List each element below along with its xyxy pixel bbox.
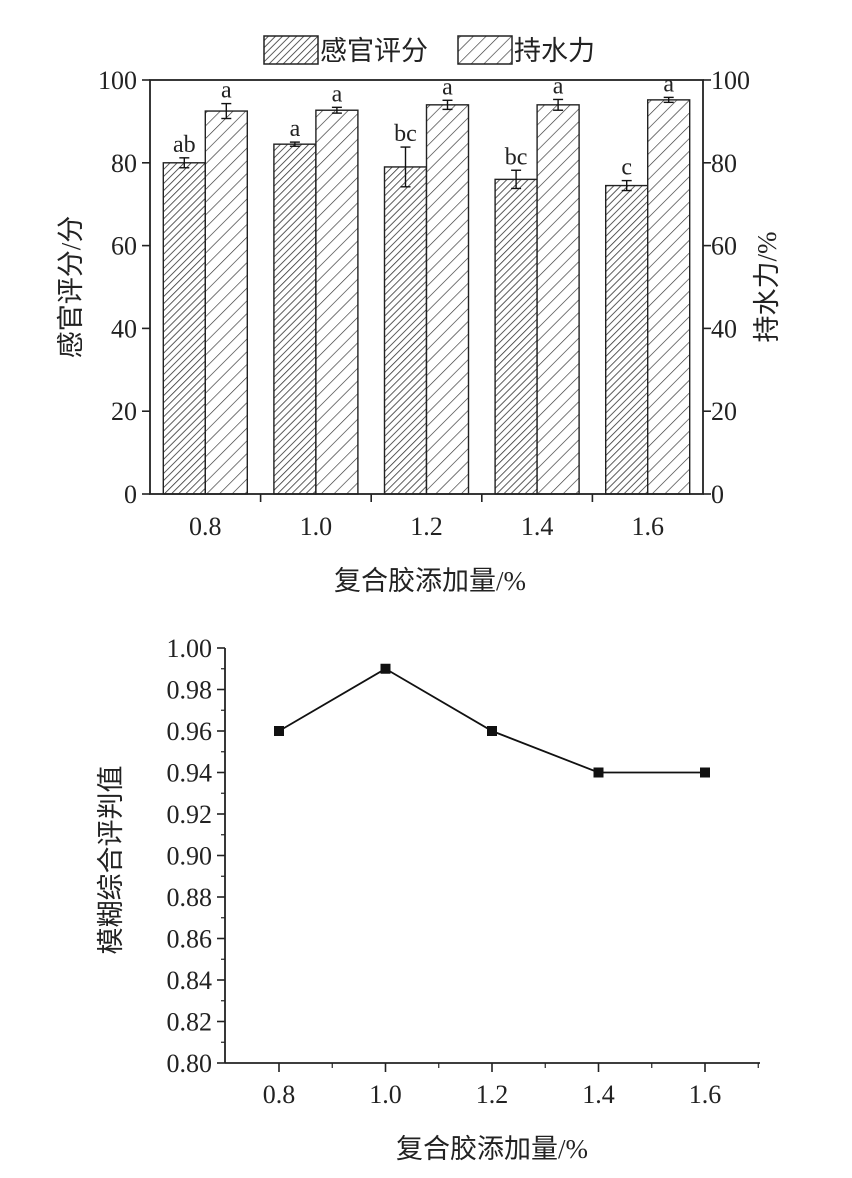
bar-chart-legend: 感官评分 持水力 [263,35,595,66]
data-point-marker [487,726,497,736]
line-series [274,663,710,778]
significance-label: a [553,73,564,99]
bar-sensory [494,178,538,495]
significance-label: bc [505,144,528,170]
x-tick-label: 0.8 [263,1080,296,1109]
significance-label: c [621,155,632,181]
y-tick-label: 0.82 [167,1008,213,1037]
y-tick-label: 1.00 [167,634,213,663]
right-tick-label: 60 [711,232,737,261]
x-tick-label: 1.0 [300,512,333,541]
x-tick-label: 1.2 [410,512,443,541]
y-tick-label: 0.94 [167,759,213,788]
bar-right-axis: 0 20 40 60 80 100 [703,66,750,509]
bar-left-axis: 0 20 40 60 80 100 [98,66,150,509]
significance-label: a [442,74,453,100]
bar-right-axis-title: 持水力/% [752,232,782,343]
significance-label: a [663,71,674,97]
y-tick-label: 0.98 [167,676,213,705]
left-tick-label: 0 [124,480,137,509]
series-line [278,667,705,774]
right-tick-label: 20 [711,397,737,426]
x-tick-label: 1.6 [631,512,664,541]
y-tick-label: 0.80 [167,1049,213,1078]
line-chart: 0.80 0.82 0.84 0.86 0.88 0.90 0.92 0.94 0.96 0.98… [96,634,760,1164]
y-tick-label: 0.96 [167,717,213,746]
x-tick-label: 0.8 [189,512,222,541]
significance-label: a [332,81,343,107]
bar-x-axis: 0.8 1.0 1.2 1.4 1.6 [189,494,664,541]
right-tick-label: 40 [711,314,737,343]
line-y-axis-title: 模糊综合评判值 [96,766,126,955]
x-tick-label: 1.2 [476,1080,509,1109]
bar-x-axis-title: 复合胶添加量/% [334,566,526,596]
legend-swatch-sensory [263,35,319,65]
legend-label-sensory: 感官评分 [320,36,428,66]
data-point-marker [380,663,391,674]
x-tick-label: 1.4 [521,512,554,541]
bar-error-bars [179,96,674,192]
left-tick-label: 60 [111,232,137,261]
x-tick-label: 1.0 [369,1080,402,1109]
data-point-marker [274,726,284,736]
left-tick-label: 80 [111,149,137,178]
left-tick-label: 100 [98,66,137,95]
bar-water [647,99,691,495]
y-tick-label: 0.92 [167,800,213,829]
right-tick-label: 80 [711,149,737,178]
bar-sensory [383,166,428,495]
bar-water [536,104,580,495]
y-tick-label: 0.88 [167,883,213,912]
significance-label: ab [173,132,196,158]
y-tick-label: 0.84 [167,966,213,995]
y-tick-label: 0.86 [167,925,213,954]
y-tick-label: 0.90 [167,842,213,871]
right-tick-label: 0 [711,480,724,509]
significance-label: a [290,116,301,142]
bar-sensory [162,162,207,495]
left-tick-label: 20 [111,397,137,426]
legend-swatch-water [457,35,513,65]
data-point-marker [700,767,710,778]
significance-label: a [221,78,232,104]
bar-sensory [605,184,649,495]
line-x-axis-title: 复合胶添加量/% [396,1134,588,1164]
x-tick-label: 1.6 [689,1080,722,1109]
bar-water [315,109,359,495]
x-tick-label: 1.4 [582,1080,615,1109]
legend-label-water: 持水力 [514,36,595,66]
bar-left-axis-title: 感官评分/分 [56,216,86,359]
data-point-marker [593,767,604,778]
right-tick-label: 100 [711,66,750,95]
line-y-axis: 0.80 0.82 0.84 0.86 0.88 0.90 0.92 0.94 0.96 0.98… [167,634,225,1078]
significance-label: bc [394,121,417,147]
left-tick-label: 40 [111,314,137,343]
line-x-axis: 0.8 1.0 1.2 1.4 1.6 [263,1063,759,1109]
bar-water [204,110,249,495]
bar-sensory [273,143,317,495]
bar-marks [162,99,691,495]
bar-water [425,104,470,495]
bar-plot-frame [149,79,704,495]
